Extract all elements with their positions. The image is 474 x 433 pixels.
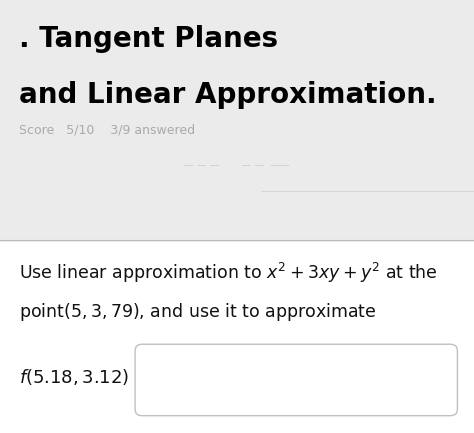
Text: — — —       — —  ——: — — — — — —— xyxy=(184,159,290,170)
Text: $f(5.18, 3.12)$ =: $f(5.18, 3.12)$ = xyxy=(19,367,150,387)
Text: and Linear Approximation.: and Linear Approximation. xyxy=(19,81,437,109)
FancyBboxPatch shape xyxy=(135,344,457,416)
Text: Use linear approximation to $x^2 + 3xy + y^2$ at the: Use linear approximation to $x^2 + 3xy +… xyxy=(19,261,438,285)
Text: Score   5/10    3/9 answered: Score 5/10 3/9 answered xyxy=(19,123,195,136)
Text: point$(5, 3, 79)$, and use it to approximate: point$(5, 3, 79)$, and use it to approxi… xyxy=(19,301,376,323)
Bar xyxy=(0,0,474,242)
Text: . Tangent Planes: . Tangent Planes xyxy=(19,25,278,53)
Bar xyxy=(0,242,474,433)
